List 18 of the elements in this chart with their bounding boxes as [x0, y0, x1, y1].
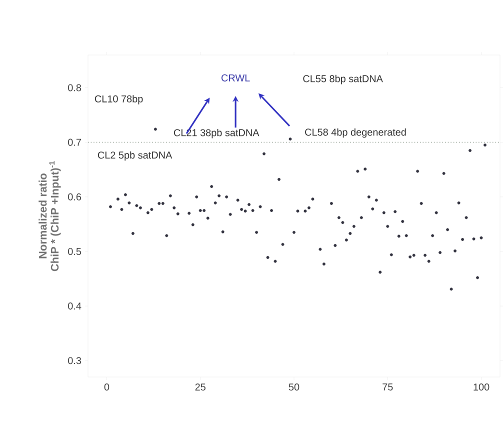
x-tick-label: 100 — [474, 384, 490, 391]
y-tick-label: 0.5 — [68, 248, 82, 255]
y-tick-label: 0.8 — [68, 84, 82, 92]
annotation: CL58 4bp degenerated — [305, 128, 406, 138]
annotation: CL10 78bp — [94, 95, 143, 104]
y-tick-label: 0.3 — [68, 357, 82, 364]
annotation: CL2 5pb satDNA — [98, 151, 172, 161]
x-tick-label: 25 — [195, 384, 206, 391]
annotation: CL55 8bp satDNA — [303, 74, 383, 84]
y-axis-title: Normalized ratio ChiP * (ChiP +Input)$^{-1}$ — [38, 161, 61, 272]
x-tick-label: 75 — [382, 384, 393, 390]
x-tick-label: 50 — [288, 384, 300, 391]
annotation: CRWL — [221, 74, 250, 82]
y-tick-label: 0.6 — [68, 193, 82, 200]
y-tick-label: 0.7 — [68, 138, 81, 146]
y-tick-label: 0.4 — [68, 302, 82, 310]
annotation: CL21 38pb satDNA — [174, 128, 260, 138]
x-tick-label: 0 — [104, 384, 110, 391]
